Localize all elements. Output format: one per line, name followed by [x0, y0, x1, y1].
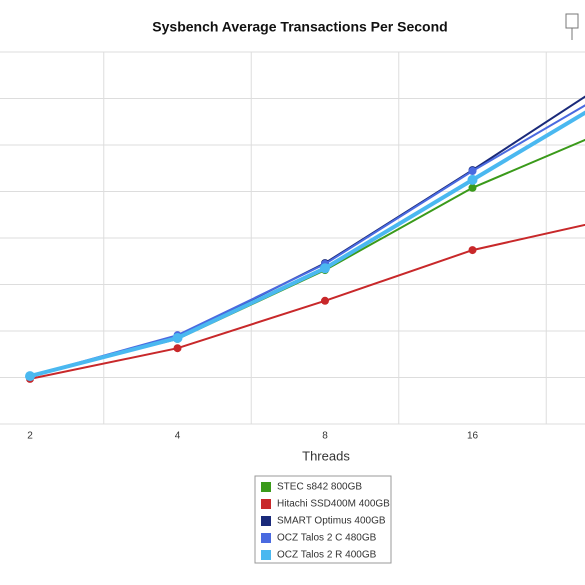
x-tick-label: 16	[467, 431, 479, 442]
legend-swatch	[261, 482, 271, 492]
legend-box	[254, 475, 392, 564]
legend-swatch	[261, 499, 271, 509]
data-point	[467, 174, 478, 185]
legend-label: STEC s842 800GB	[277, 482, 362, 493]
series-line	[29, 104, 585, 378]
series-line	[29, 110, 585, 379]
plot-area	[0, 51, 585, 425]
legend-label: OCZ Talos 2 R 400GB	[277, 550, 377, 561]
data-point	[320, 263, 330, 274]
chart-title: Sysbench Average Transactions Per Second	[152, 19, 447, 35]
x-axis-label: Threads	[302, 448, 350, 463]
data-point	[468, 246, 477, 255]
legend-label: Hitachi SSD400M 400GB	[277, 499, 390, 510]
icon	[565, 13, 579, 40]
legend-label: SMART Optimus 400GB	[277, 516, 386, 527]
data-point	[468, 183, 477, 192]
data-point	[25, 371, 35, 382]
x-tick-label: 4	[175, 431, 181, 442]
data-point	[321, 296, 329, 305]
x-tick-label: 8	[322, 431, 328, 442]
data-point	[172, 332, 183, 343]
legend-label: OCZ Talos 2 C 480GB	[277, 533, 377, 544]
legend-swatch	[261, 516, 271, 526]
legend-swatch	[261, 533, 271, 543]
data-point	[468, 167, 477, 176]
legend-swatch	[261, 550, 271, 560]
data-point	[173, 344, 182, 353]
x-tick-label: 2	[27, 431, 33, 442]
